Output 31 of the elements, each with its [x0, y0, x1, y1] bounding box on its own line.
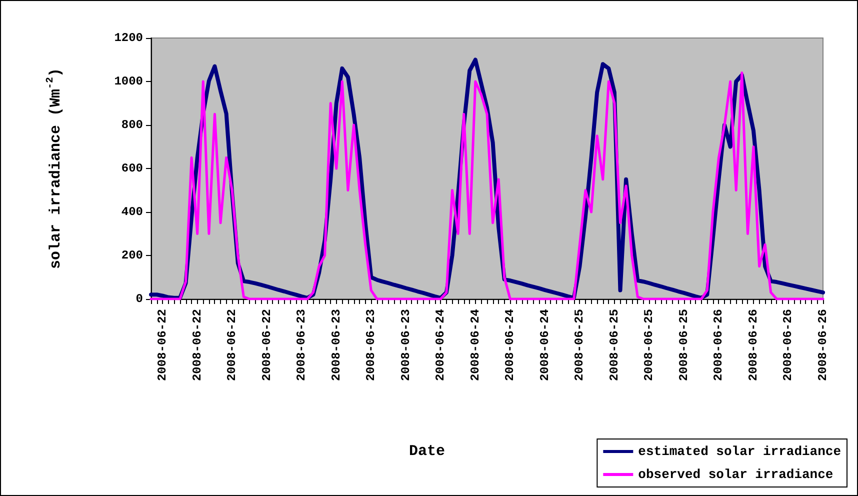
y-axis-title: solar irradiance (Wm-2): [46, 68, 64, 270]
legend-label: observed solar irradiance: [638, 467, 834, 482]
x-tick-label: 2008-06-24: [503, 309, 518, 382]
y-tick-label: 0: [136, 292, 143, 306]
y-tick-label: 1200: [114, 31, 143, 45]
x-tick-label: 2008-06-23: [364, 309, 378, 382]
x-tick-label: 2008-06-25: [642, 309, 656, 382]
x-axis-title: Date: [408, 443, 446, 460]
y-tick-label: 1000: [114, 74, 143, 88]
legend-label: estimated solar irradiance: [638, 444, 842, 459]
x-tick-label: 2008-06-24: [468, 309, 482, 382]
x-tick-label: 2008-06-23: [398, 309, 413, 382]
x-tick-label: 2008-06-22: [225, 309, 240, 382]
x-tick-label: 2008-06-25: [607, 309, 622, 382]
x-tick-label: 2008-06-26: [781, 309, 796, 382]
y-tick-label: 200: [121, 248, 143, 262]
x-tick-label: 2008-06-26: [712, 309, 726, 382]
x-tick-label: 2008-06-22: [190, 309, 204, 382]
x-tick-label: 2008-06-26: [746, 309, 760, 382]
y-tick-label: 600: [121, 162, 143, 176]
x-tick-label: 2008-06-23: [294, 309, 309, 382]
x-tick-label: 2008-06-22: [156, 309, 170, 382]
x-tick-label: 2008-06-24: [434, 309, 448, 382]
x-tick-label: 2008-06-25: [676, 309, 691, 382]
x-tick-label: 2008-06-26: [816, 309, 830, 382]
x-tick-label: 2008-06-23: [329, 309, 344, 382]
x-tick-label: 2008-06-25: [572, 309, 587, 382]
x-tick-label: 2008-06-24: [538, 309, 552, 382]
x-tick-label: 2008-06-22: [260, 309, 274, 382]
y-tick-label: 400: [121, 205, 143, 219]
y-tick-label: 800: [121, 118, 143, 132]
